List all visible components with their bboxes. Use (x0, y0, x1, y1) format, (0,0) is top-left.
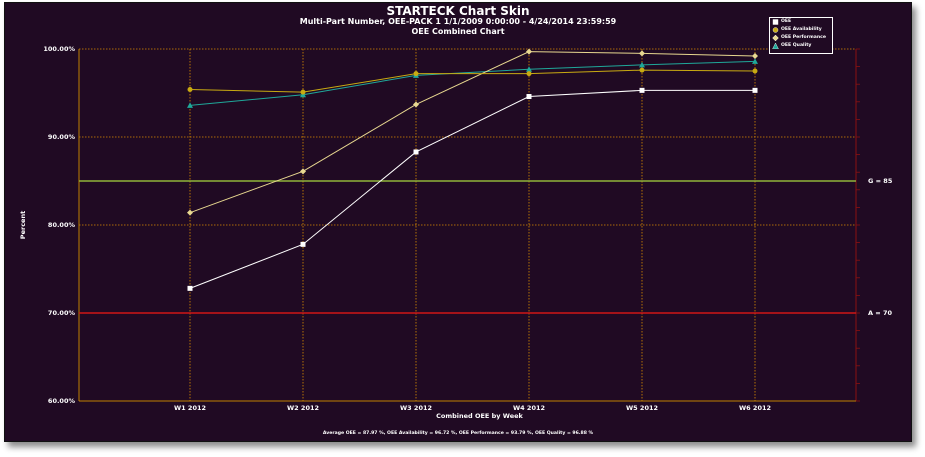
data-point-oee-performance (413, 101, 419, 108)
legend-marker-diamond (772, 35, 779, 41)
y-tick-label: 100.00% (43, 45, 75, 53)
series-line-oee (189, 89, 755, 289)
data-point-oee-performance (639, 50, 645, 57)
x-tick-label: W6 2012 (739, 404, 771, 412)
reference-label-1: A = 70 (868, 309, 893, 317)
legend-marker-square (772, 19, 779, 25)
legend-item: OEE Quality (770, 42, 832, 50)
data-point-oee (187, 285, 193, 291)
data-point-oee-performance (752, 53, 758, 60)
x-tick-label: W2 2012 (287, 404, 319, 412)
legend-label: OEE Quality (781, 43, 812, 48)
data-point-oee-quality (526, 66, 532, 72)
y-tick-label: 60.00% (48, 397, 76, 405)
x-tick-label: W4 2012 (513, 404, 545, 412)
y-tick-label: 80.00% (48, 221, 76, 229)
plot-area: 60.00% 70.00% 80.00% 90.00% 100.00% W1 2012 W2… (19, 45, 893, 420)
data-point-oee (300, 241, 306, 247)
series-line-oee-availability (189, 69, 756, 93)
chart-title: STARTECK Chart Skin (386, 4, 530, 18)
legend-marker-triangle (772, 43, 779, 49)
y-tick-label: 90.00% (48, 133, 76, 141)
data-point-oee-availability (187, 86, 193, 92)
legend: OEE OEE Availability OEE Performance OEE Qu… (769, 17, 833, 54)
series-line-oee-quality (189, 60, 756, 106)
chart-subtitle: Multi-Part Number, OEE-PACK 1 1/1/2009 0… (299, 17, 617, 26)
data-point-oee-quality (187, 102, 193, 108)
legend-label: OEE (781, 19, 792, 24)
data-point-oee-performance (187, 209, 193, 216)
y-axis-title: Percent (19, 211, 27, 239)
data-point-oee (639, 87, 645, 93)
data-point-oee (752, 87, 758, 93)
data-point-oee-quality (752, 58, 758, 64)
data-point-oee-availability (413, 71, 419, 77)
footer-averages: Average OEE = 87.97 %, OEE Availability … (322, 431, 594, 436)
data-point-oee-availability (300, 89, 306, 95)
legend-item: OEE (770, 18, 832, 26)
legend-marker-circle (772, 27, 779, 33)
data-point-oee (413, 149, 419, 155)
x-tick-label: W3 2012 (400, 404, 432, 412)
y-tick-label: 70.00% (48, 309, 76, 317)
data-point-oee (526, 94, 532, 100)
x-tick-label: W1 2012 (174, 404, 206, 412)
legend-label: OEE Performance (781, 35, 826, 40)
legend-item: OEE Availability (770, 26, 832, 34)
data-point-oee-availability (752, 68, 758, 74)
data-point-oee-availability (526, 71, 532, 77)
chart-name: OEE Combined Chart (411, 27, 505, 36)
data-point-oee-quality (639, 61, 645, 68)
x-tick-label: W5 2012 (626, 404, 658, 412)
data-point-oee-availability (639, 67, 645, 73)
legend-label: OEE Availability (781, 27, 822, 32)
legend-item: OEE Performance (770, 34, 832, 42)
x-axis-title: Combined OEE by Week (436, 412, 523, 420)
data-point-oee-performance (526, 48, 532, 55)
chart-window: STARTECK Chart Skin Multi-Part Number, O… (4, 2, 912, 442)
reference-label-0: G = 85 (868, 177, 893, 185)
data-point-oee-performance (300, 168, 306, 175)
series-line-oee-performance (189, 51, 756, 214)
